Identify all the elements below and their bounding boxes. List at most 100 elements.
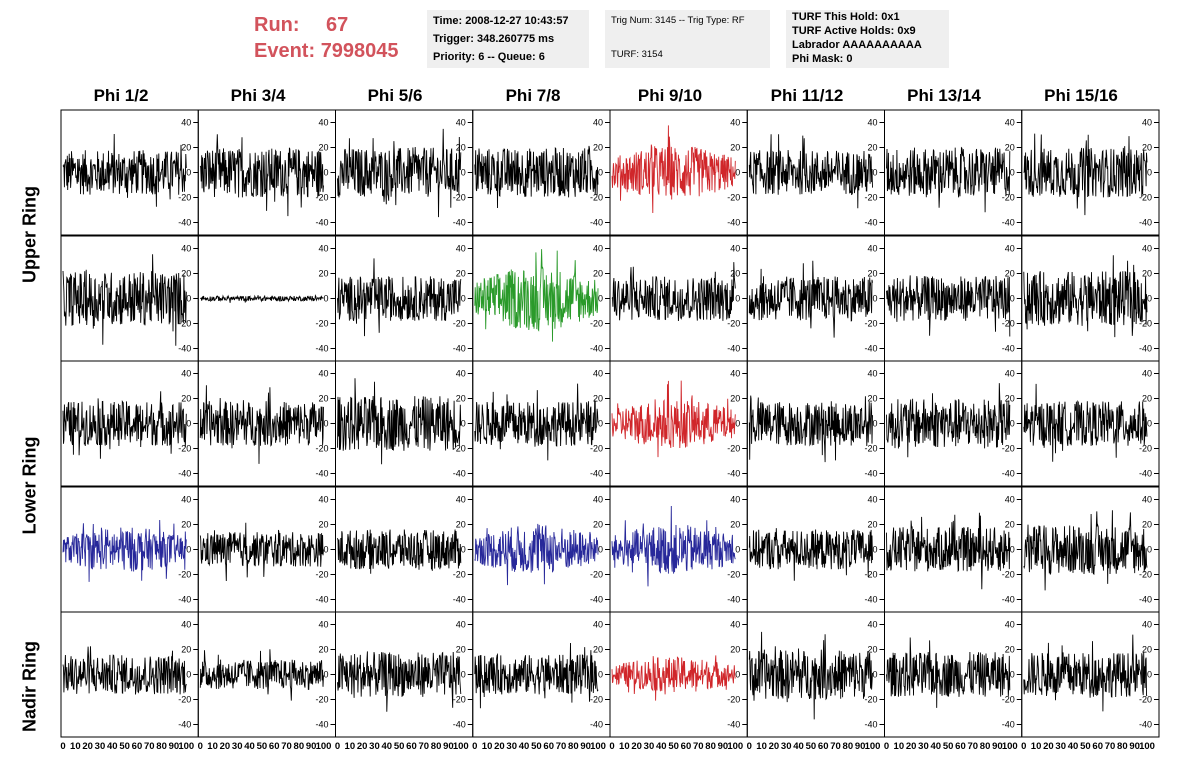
waveform-trace — [611, 655, 736, 701]
y-tick-label: -20 — [1002, 193, 1015, 203]
waveform-trace — [1023, 255, 1148, 338]
event-label: Event: — [254, 40, 316, 62]
y-tick-label: -20 — [1002, 444, 1015, 454]
x-tick-label: 10 — [482, 741, 493, 752]
y-tick-label: 40 — [867, 244, 877, 254]
x-tick-label: 50 — [119, 741, 130, 752]
y-tick-label: 20 — [456, 520, 466, 530]
y-tick-label: 40 — [593, 495, 603, 505]
x-tick-label: 0 — [472, 741, 477, 752]
y-tick-label: 0 — [735, 168, 740, 178]
x-tick-label: 100 — [727, 741, 743, 752]
y-tick-label: 20 — [318, 269, 328, 279]
y-tick-label: 0 — [461, 419, 466, 429]
x-tick-label: 80 — [843, 741, 854, 752]
y-tick-label: -20 — [178, 695, 191, 705]
y-tick-label: 40 — [730, 495, 740, 505]
y-tick-label: 20 — [867, 143, 877, 153]
y-tick-label: -40 — [178, 720, 191, 730]
column-header: Phi 15/16 — [1044, 86, 1118, 105]
waveform-trace — [199, 649, 324, 701]
y-tick-label: 40 — [1005, 495, 1015, 505]
run-value: 67 — [326, 14, 349, 36]
waveform-trace — [62, 133, 187, 207]
waveform-trace — [1023, 510, 1148, 591]
y-tick-label: 20 — [456, 645, 466, 655]
trigger-info-box: Trig Num: 3145 -- Trig Type: RF TURF: 31… — [605, 10, 770, 68]
y-tick-label: -20 — [1139, 695, 1152, 705]
waveform-trace — [748, 395, 873, 463]
y-tick-label: -20 — [1002, 319, 1015, 329]
y-tick-label: 20 — [867, 394, 877, 404]
y-tick-label: 0 — [735, 670, 740, 680]
y-tick-label: 40 — [181, 118, 191, 128]
y-tick-label: -20 — [453, 319, 466, 329]
x-tick-label: 90 — [169, 741, 180, 752]
y-tick-label: 0 — [598, 294, 603, 304]
x-tick-label: 10 — [756, 741, 767, 752]
y-tick-label: 20 — [867, 520, 877, 530]
y-tick-label: -40 — [864, 720, 877, 730]
x-tick-label: 20 — [220, 741, 231, 752]
y-tick-label: 20 — [593, 645, 603, 655]
event-value: 7998045 — [320, 40, 399, 62]
y-tick-label: -20 — [315, 444, 328, 454]
waveform-trace — [1023, 383, 1148, 462]
y-tick-label: -40 — [590, 469, 603, 479]
y-tick-label: -40 — [1002, 469, 1015, 479]
y-tick-label: -20 — [1139, 570, 1152, 580]
y-tick-label: -20 — [590, 193, 603, 203]
waveform-trace — [748, 528, 873, 581]
y-tick-label: 40 — [867, 118, 877, 128]
y-tick-label: 40 — [1142, 118, 1152, 128]
waveform-trace — [748, 134, 873, 209]
x-tick-label: 60 — [132, 741, 143, 752]
x-tick-label: 40 — [793, 741, 804, 752]
y-tick-label: -40 — [178, 218, 191, 228]
waveform-trace — [474, 249, 599, 342]
y-tick-label: 20 — [1142, 520, 1152, 530]
x-tick-label: 20 — [769, 741, 780, 752]
x-tick-label: 70 — [418, 741, 429, 752]
y-tick-label: 40 — [318, 495, 328, 505]
y-tick-label: -20 — [727, 570, 740, 580]
y-tick-label: 40 — [456, 620, 466, 630]
turf-info-box: TURF This Hold: 0x1 TURF Active Holds: 0… — [786, 10, 949, 68]
y-tick-label: -40 — [453, 469, 466, 479]
y-tick-label: 20 — [318, 645, 328, 655]
x-tick-label: 40 — [382, 741, 393, 752]
y-tick-label: 0 — [872, 168, 877, 178]
x-tick-label: 10 — [345, 741, 356, 752]
y-tick-label: 0 — [461, 545, 466, 555]
waveform-trace — [199, 134, 324, 217]
x-tick-label: 10 — [894, 741, 905, 752]
waveform-trace — [474, 523, 599, 586]
waveform-trace — [886, 512, 1011, 590]
x-tick-label: 0 — [609, 741, 614, 752]
y-tick-label: 20 — [1005, 394, 1015, 404]
y-tick-label: -40 — [1002, 595, 1015, 605]
y-tick-label: 0 — [1010, 294, 1015, 304]
x-tick-label: 40 — [519, 741, 530, 752]
column-header: Phi 13/14 — [907, 86, 981, 105]
y-tick-label: 40 — [318, 369, 328, 379]
waveform-trace — [62, 391, 187, 459]
y-tick-label: 0 — [323, 168, 328, 178]
waveform-trace — [474, 145, 599, 209]
y-tick-label: -20 — [1139, 444, 1152, 454]
y-tick-label: -40 — [727, 595, 740, 605]
waveform-trace — [1023, 133, 1148, 216]
y-tick-label: -40 — [315, 469, 328, 479]
y-tick-label: 0 — [186, 294, 191, 304]
waveform-trace — [886, 275, 1011, 337]
y-tick-label: 40 — [456, 244, 466, 254]
x-tick-label: 20 — [1043, 741, 1054, 752]
y-tick-label: -20 — [864, 319, 877, 329]
x-tick-label: 80 — [1117, 741, 1128, 752]
waveform-trace — [337, 258, 462, 337]
x-tick-label: 60 — [406, 741, 417, 752]
y-tick-label: 40 — [593, 620, 603, 630]
x-tick-label: 50 — [1080, 741, 1091, 752]
y-tick-label: 0 — [735, 294, 740, 304]
